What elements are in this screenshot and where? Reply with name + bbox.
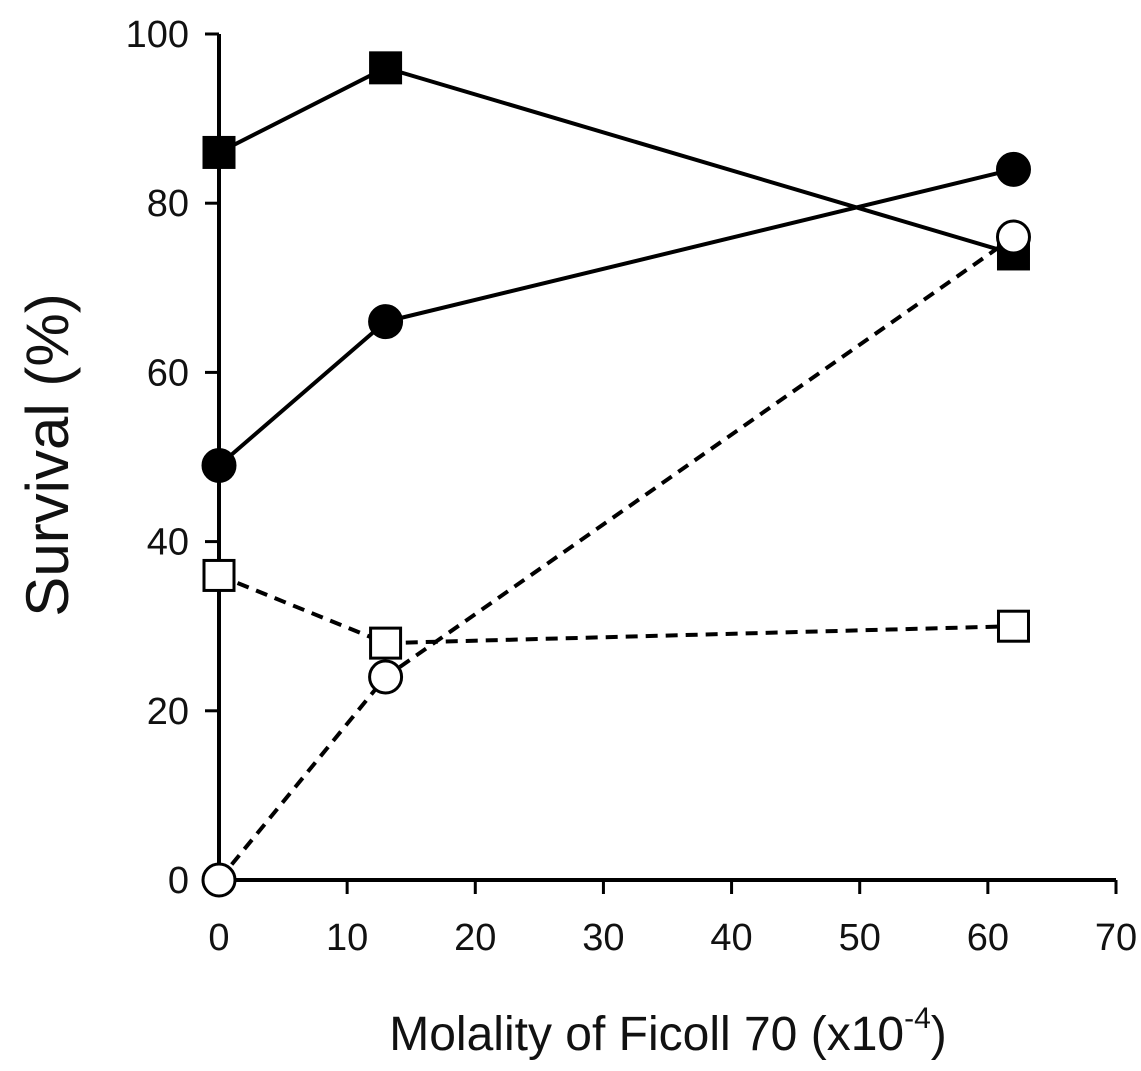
y-tick-label: 100 [126, 14, 189, 56]
x-tick-label: 40 [710, 917, 752, 959]
y-tick-label: 80 [147, 183, 189, 225]
x-tick-label: 60 [967, 917, 1009, 959]
series-line [218, 573, 1014, 646]
x-tick-label: 20 [454, 917, 496, 959]
x-tick-label: 50 [839, 917, 881, 959]
x-tick-label: 10 [326, 917, 368, 959]
y-tick-label: 0 [168, 860, 189, 902]
x-axis-title-superscript: -4 [904, 1002, 931, 1035]
x-tick-label: 0 [208, 917, 229, 959]
series-line [217, 167, 1014, 467]
series-line [217, 235, 1015, 882]
y-axis-title: Survival (%) [14, 293, 81, 616]
filled-circle-point [368, 304, 404, 340]
y-tick-label: 40 [147, 522, 189, 564]
x-tick-label: 30 [582, 917, 624, 959]
series-3 [202, 558, 1030, 660]
open-square-point [369, 626, 403, 660]
series-2 [201, 219, 1031, 898]
open-square-point [202, 558, 236, 592]
series [201, 51, 1031, 898]
series-1 [201, 151, 1031, 483]
x-tick-label: 70 [1095, 917, 1137, 959]
y-tick-label: 60 [147, 352, 189, 394]
open-circle-point [201, 862, 237, 898]
tick-labels: 0 10 20 30 40 50 60 70 0 20 40 60 80 100 [126, 14, 1138, 959]
y-tick-label: 20 [147, 691, 189, 733]
filled-square-point [369, 51, 403, 85]
x-axis-title: Molality of Ficoll 70 (x10-4) [389, 1002, 947, 1061]
series-line [218, 65, 1015, 256]
open-circle-point [368, 659, 404, 695]
x-axis-title-suffix: ) [931, 1008, 947, 1061]
x-axis-title-main: Molality of Ficoll 70 (x10 [389, 1008, 904, 1061]
open-square-point [996, 609, 1030, 643]
series-0 [202, 51, 1030, 271]
filled-square-point [202, 135, 236, 169]
axes [205, 32, 1118, 894]
open-circle-point [995, 219, 1031, 255]
filled-circle-point [995, 151, 1031, 187]
filled-circle-point [201, 447, 237, 483]
